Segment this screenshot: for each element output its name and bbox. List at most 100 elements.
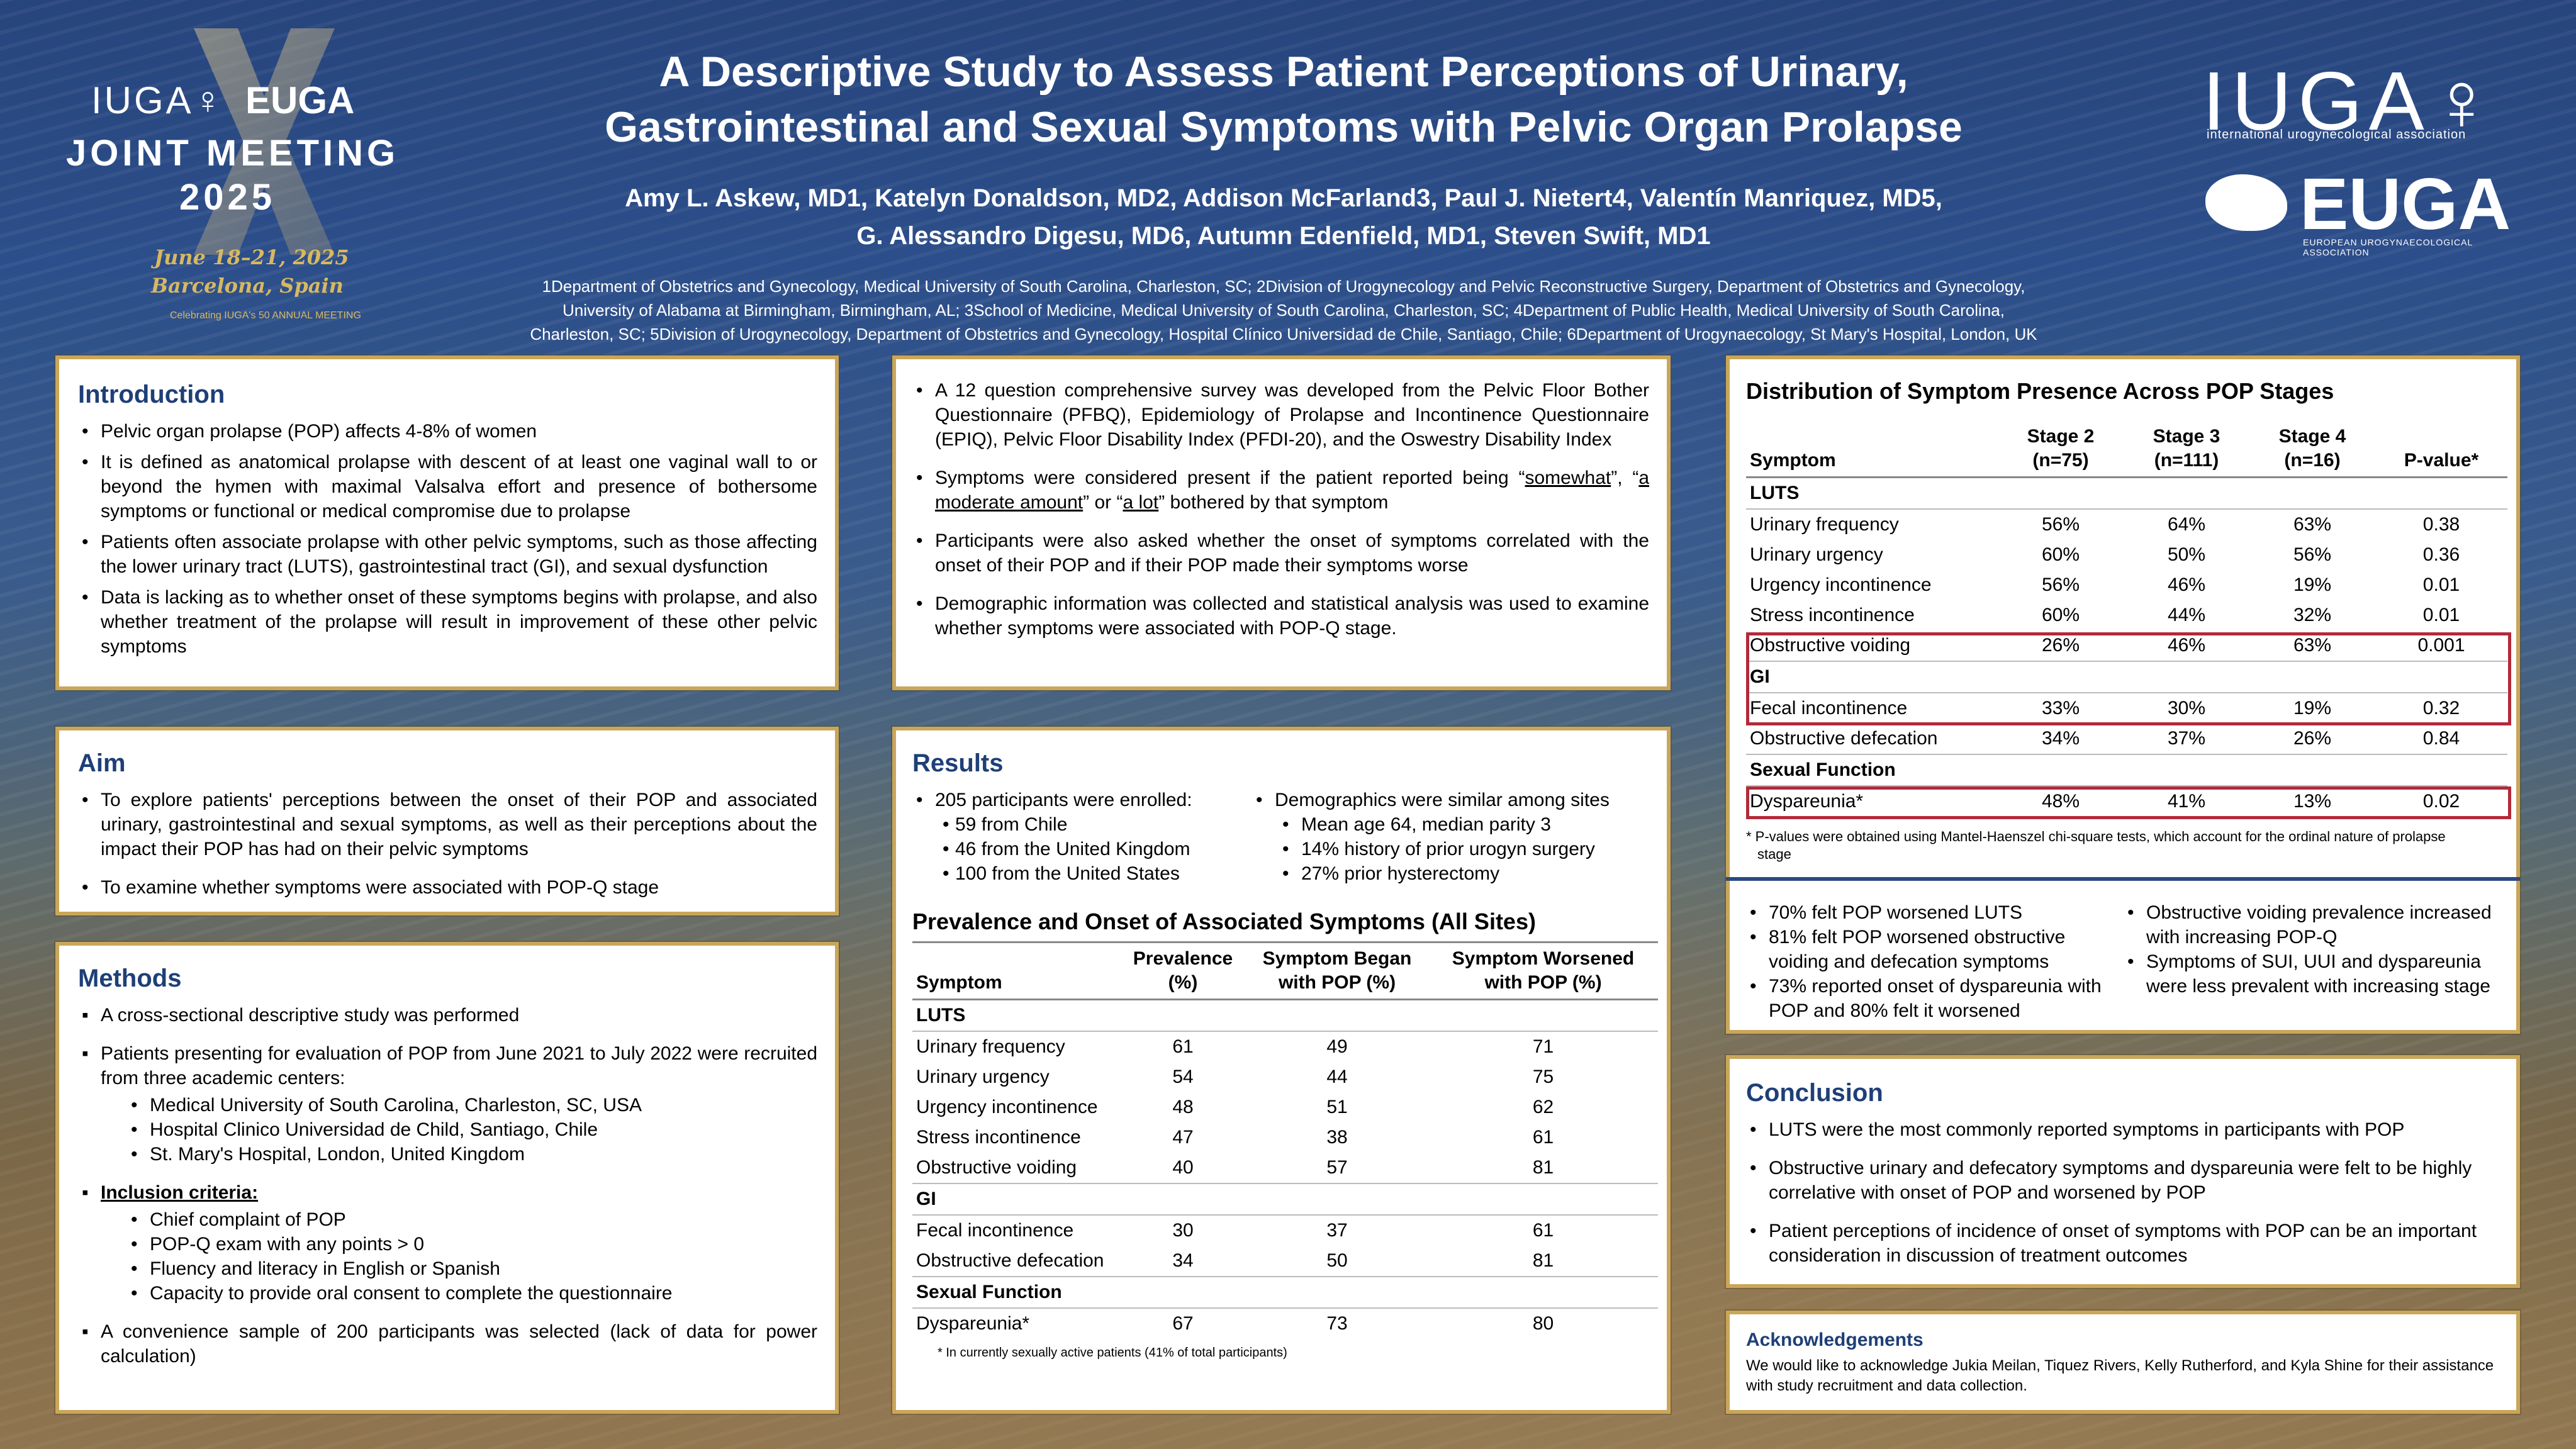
demographics-sub-item: Mean age 64, median parity 3 [1252,812,1655,837]
table-cell-value: 34% [2041,728,2080,749]
table-group-label: LUTS [1746,476,2507,510]
table-group-row: GI [1746,661,2507,693]
table-cell-value: 81 [1532,1250,1554,1271]
findings-left-list: 70% felt POP worsened LUTS 81% felt POP … [1746,900,2124,1023]
table-cell-value: 0.32 [2422,698,2460,719]
methods-continued-panel: A 12 question comprehensive survey was d… [892,355,1671,690]
distribution-panel: Distribution of Symptom Presence Across … [1726,355,2520,1034]
table-cell-symptom: Urinary frequency [1750,514,1899,535]
aim-list: To explore patients' perceptions between… [78,788,817,900]
table-cell-value: 50 [1326,1250,1348,1271]
findings-right-list: Obstructive voiding prevalence increased… [2124,900,2501,1023]
table-cell-symptom: Urinary urgency [1750,544,1883,565]
table-group-row: Sexual Function [1746,754,2507,786]
inclusion-item: Fluency and literacy in English or Spani… [101,1256,817,1281]
symptom-def-text: Symptoms were considered present if the … [935,467,1525,488]
poster-title: A Descriptive Study to Assess Patient Pe… [478,44,2089,155]
demographics-list: Demographics were similar among sites [1252,788,1655,812]
logo-anniversary: Celebrating IUGA's 50 ANNUAL MEETING [170,310,361,321]
demographics-sub-item: 27% prior hysterectomy [1252,861,1655,886]
table-group-label: Sexual Function [1746,754,2507,786]
euga-logo-subtitle: EUROPEAN UROGYNAECOLOGICAL ASSOCIATION [2303,237,2473,257]
table-cell-value: 13% [2293,791,2332,812]
table-cell-value: 26% [2293,728,2332,749]
demographics-sub-list: Mean age 64, median parity 3 14% history… [1252,812,1655,886]
site-item: 100 from the United States [912,861,1252,886]
findings-divider [1726,877,2520,881]
methods-item: A convenience sample of 200 participants… [78,1319,817,1368]
table-row: Obstructive voiding 26% 46% 63% 0.001 [1746,630,2507,661]
enrollment-list: 205 participants were enrolled: [912,788,1252,812]
table-group-label: Sexual Function [912,1276,1658,1309]
symptom-def-a-lot: a lot [1123,492,1159,513]
table-cell-symptom: Obstructive voiding [916,1157,1077,1178]
table-cell-symptom: Dyspareunia* [916,1313,1030,1334]
demographics-sub-item: 14% history of prior urogyn surgery [1252,837,1655,861]
methods-recruitment-text: Patients presenting for evaluation of PO… [101,1043,817,1088]
distribution-table-title: Distribution of Symptom Presence Across … [1746,378,2334,404]
table-cell-value: 32% [2293,605,2332,625]
table-row: Stress incontinence 60% 44% 32% 0.01 [1746,600,2507,630]
iuga-logo: IUGA♀ [2202,55,2499,147]
table-cell-symptom: Urgency incontinence [916,1097,1098,1117]
conclusion-heading: Conclusion [1746,1079,1883,1107]
table-cell-value: 48 [1172,1097,1194,1117]
table-cell-value: 56% [2041,574,2080,595]
center-item: Medical University of South Carolina, Ch… [101,1093,817,1117]
col-header: Symptom Worsened with POP (%) [1428,942,1658,1000]
table-cell-value: 46% [2167,574,2206,595]
aim-heading: Aim [78,749,126,777]
prevalence-table-header: Symptom Prevalence (%) Symptom Began wit… [912,942,1658,1000]
affiliations-line-2: University of Alabama at Birmingham, Bir… [563,301,2005,320]
table-cell-value: 64% [2167,514,2206,535]
finding-item: 81% felt POP worsened obstructive voidin… [1746,925,2124,974]
prevalence-footnote: * In currently sexually active patients … [938,1346,1287,1360]
association-logos: IUGA♀ international urogynecological ass… [2199,53,2526,257]
highlight-box-luts [1746,632,2511,725]
table-group-label: LUTS [912,999,1658,1032]
methods-item: A cross-sectional descriptive study was … [78,1003,817,1027]
affiliations-line-3: Charleston, SC; 5Division of Urogynecolo… [530,325,2037,344]
table-cell-symptom: Obstructive defecation [916,1250,1104,1271]
col-header: Stage 4 (n=16) [2249,421,2375,478]
aim-item: To examine whether symptoms were associa… [78,875,817,900]
col-header: Prevalence (%) [1120,942,1246,1000]
conclusion-item: Patient perceptions of incidence of onse… [1746,1219,2499,1268]
prevalence-table: Symptom Prevalence (%) Symptom Began wit… [912,941,1658,1339]
inclusion-criteria-label: Inclusion criteria: [101,1182,259,1203]
table-cell-value: 63% [2293,514,2332,535]
inclusion-item: Capacity to provide oral consent to comp… [101,1281,817,1306]
introduction-item: Patients often associate prolapse with o… [78,530,817,579]
table-cell-value: 63% [2293,635,2332,656]
table-cell-value: 51 [1326,1097,1348,1117]
center-item: Hospital Clinico Universidad de Child, S… [101,1117,817,1142]
table-cell-value: 73 [1326,1313,1348,1334]
table-row: Urgency incontinence 56% 46% 19% 0.01 [1746,570,2507,600]
table-cell-value: 61 [1532,1220,1554,1241]
table-cell-symptom: Fecal incontinence [916,1220,1074,1241]
table-group-row: LUTS [1746,476,2507,510]
finding-item: 70% felt POP worsened LUTS [1746,900,2124,925]
table-row: Obstructive defecation 34 50 81 [912,1246,1658,1277]
centers-list: Medical University of South Carolina, Ch… [101,1093,817,1166]
euga-logo-icon [2205,174,2287,231]
symptom-def-end: ” bothered by that symptom [1158,492,1389,513]
symptom-def-moderate: a moderate amount [935,467,1650,513]
conclusion-list: LUTS were the most commonly reported sym… [1746,1117,2499,1268]
center-item: St. Mary's Hospital, London, United King… [101,1142,817,1166]
table-row: Obstructive voiding 40 57 81 [912,1153,1658,1183]
introduction-list: Pelvic organ prolapse (POP) affects 4-8%… [78,419,817,659]
finding-item: Symptoms of SUI, UUI and dyspareunia wer… [2124,949,2501,999]
table-cell-value: 54 [1172,1066,1194,1087]
introduction-panel: Introduction Pelvic organ prolapse (POP)… [55,355,839,690]
methods-onset-item: Participants were also asked whether the… [912,529,1649,578]
affiliations-line-1: 1Department of Obstetrics and Gynecology… [542,277,2025,296]
table-cell-value: 61 [1172,1036,1194,1057]
inclusion-item: POP-Q exam with any points > 0 [101,1232,817,1256]
prevalence-table-body: LUTS Urinary frequency 61 49 71 Urinary urgen… [912,999,1658,1340]
site-item: 46 from the United Kingdom [912,837,1252,861]
authors-line-1: Amy L. Askew, MD1, Katelyn Donaldson, MD… [625,184,1942,212]
joint-meeting-logo: IUGA♀ EUGA JOINT MEETING 2025 June 18–21… [57,28,409,343]
conclusion-item: Obstructive urinary and defecatory sympt… [1746,1156,2499,1205]
table-cell-symptom: Fecal incontinence [1750,698,1908,719]
